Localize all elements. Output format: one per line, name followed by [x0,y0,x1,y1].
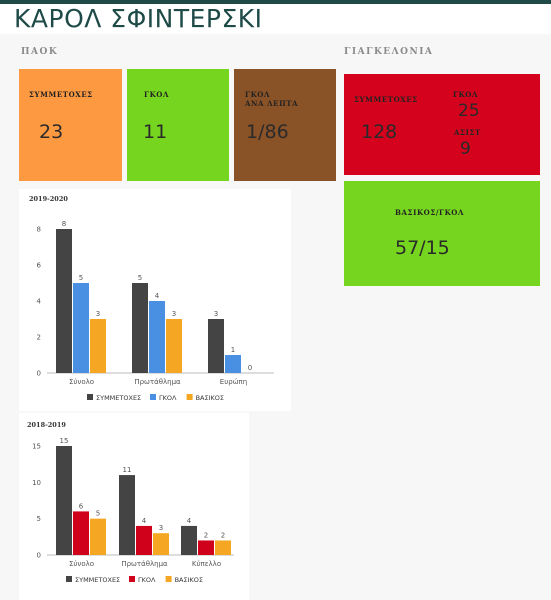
chart-2019-2020-card: 2019-2020 0 2 4 6 8 8 5 3 Σύνολο 5 4 3 Πρωτάθλημα 3 1 0… [19,189,291,411]
chart-2019-2020: 02468853Σύνολο543Πρωτάθλημα310ΕυρώπηΣΥΜΜ… [37,220,274,402]
bar-value-label: 3 [159,524,163,532]
bar-value-label: 15 [60,437,69,445]
y-tick-label: 6 [37,262,42,270]
bar-value-label: 3 [96,310,100,318]
bar-συμμετοχες-0 [56,229,72,373]
poland-starter-label: ΒΑΣΙΚΟΣ/ΓΚΟΛ [395,208,465,217]
legend-label: ΒΑΣΙΚΟΣ [196,394,224,402]
poland-goals-label: ΓΚΟΛ [453,90,478,99]
bar-βασικος-0 [90,319,106,373]
y-tick-label: 5 [37,515,41,523]
paok-appearances-tile: ΣΥΜΜΕΤΟΧΕΣ 23 [19,69,122,181]
category-label: Κύπελλο [192,560,221,568]
legend-swatch [150,394,156,400]
paok-gpm-label-line2: ΑΝΑ ΛΕΠΤΑ [245,99,299,108]
paok-goals-tile: ΓΚΟΛ 11 [127,69,229,181]
chart-2018-2019-title: 2018-2019 [27,421,66,429]
chart-2018-2019: 0 5 10 15 15 6 5 Σύνολο 11 4 3 Πρωτάθλημα 4 2 2 Κύπελλο… [32,437,234,584]
bar-συμμετοχες-2 [208,319,224,373]
paok-goals-per-minutes-tile: ΓΚΟΛ ΑΝΑ ΛΕΠΤΑ 1/86 [234,69,336,181]
legend-swatch [66,576,72,582]
bar-value-label: 2 [204,531,208,539]
bar-value-label: 3 [214,310,218,318]
bar-βασικος-1 [153,533,169,555]
y-tick-label: 2 [37,334,41,342]
bar-βασικος-2 [215,540,231,555]
y-tick-label: 4 [37,298,42,306]
chart-2018-2019-card: 2018-2019 0 5 10 15 15 6 5 Σύνολο 11 4 3 Πρωτάθλημα… [19,413,249,600]
bar-value-label: 1 [231,346,235,354]
poland-assists-label: ΑΣΙΣΤ [454,128,481,137]
bar-συμμετοχες-0 [56,446,72,555]
y-tick-label: 0 [37,370,41,378]
bar-value-label: 4 [155,292,160,300]
y-tick-label: 15 [32,443,41,451]
poland-starter-value: 57/15 [395,237,450,259]
paok-gpm-label-line1: ΓΚΟΛ [245,90,270,99]
poland-heading: ΓΙΑΓΚΕΛΟΝΙΑ [344,47,434,57]
player-name-title: ΚΑΡΟΛ ΣΦΙΝΤΕΡΣΚΙ [14,4,263,33]
paok-heading: ΠΑΟΚ [21,47,59,57]
legend-swatch [129,576,135,582]
bar-value-label: 2 [221,531,225,539]
poland-appearances-value: 128 [361,121,398,143]
bar-value-label: 5 [79,274,83,282]
poland-stats-tile: ΣΥΜΜΕΤΟΧΕΣ 128 ΓΚΟΛ 25 ΑΣΙΣΤ 9 [344,74,540,175]
bar-βασικος-0 [90,518,106,555]
bar-συμμετοχες-2 [181,525,197,555]
bar-βασικος-1 [166,319,182,373]
bar-γκολ-1 [149,301,165,373]
bar-γκολ-0 [73,511,89,555]
legend-label: ΓΚΟΛ [159,394,177,402]
bar-value-label: 0 [248,364,252,372]
legend-swatch [87,394,93,400]
paok-appearances-label: ΣΥΜΜΕΤΟΧΕΣ [29,90,93,99]
paok-goals-value: 11 [143,121,168,143]
bar-value-label: 4 [187,517,192,525]
bar-value-label: 5 [138,274,142,282]
bar-value-label: 5 [96,510,100,518]
poland-appearances-label: ΣΥΜΜΕΤΟΧΕΣ [354,95,418,104]
bar-value-label: 4 [142,517,147,525]
y-tick-label: 8 [37,226,41,234]
category-label: Πρωτάθλημα [121,560,168,568]
legend-label: ΓΚΟΛ [138,576,156,584]
bar-συμμετοχες-1 [119,475,135,555]
bar-γκολ-1 [136,525,152,555]
poland-starter-tile: ΒΑΣΙΚΟΣ/ΓΚΟΛ 57/15 [344,181,540,286]
poland-assists-value: 9 [460,139,471,159]
paok-goals-label: ΓΚΟΛ [144,90,169,99]
poland-goals-value: 25 [458,101,480,121]
bar-value-label: 3 [172,310,176,318]
y-tick-label: 0 [37,552,41,560]
legend-swatch [186,394,193,400]
legend-label: ΒΑΣΙΚΟΣ [175,576,203,584]
top-accent-bar [0,0,551,4]
category-label: Πρωτάθλημα [134,378,181,386]
category-label: Σύνολο [69,378,94,386]
bar-value-label: 6 [79,502,84,510]
legend-label: ΣΥΜΜΕΤΟΧΕΣ [96,394,141,402]
legend-label: ΣΥΜΜΕΤΟΧΕΣ [75,576,120,584]
paok-appearances-value: 23 [39,121,64,143]
bar-value-label: 8 [62,220,66,228]
chart-2019-2020-title: 2019-2020 [29,195,68,203]
bar-γκολ-0 [73,283,89,373]
legend-swatch [165,576,172,582]
y-tick-label: 10 [32,479,41,487]
bar-συμμετοχες-1 [132,283,148,373]
category-label: Σύνολο [69,560,94,568]
bar-value-label: 11 [123,466,132,474]
paok-gpm-value: 1/86 [246,121,289,143]
bar-γκολ-2 [198,540,214,555]
bar-γκολ-2 [225,355,241,373]
category-label: Ευρώπη [220,378,247,386]
